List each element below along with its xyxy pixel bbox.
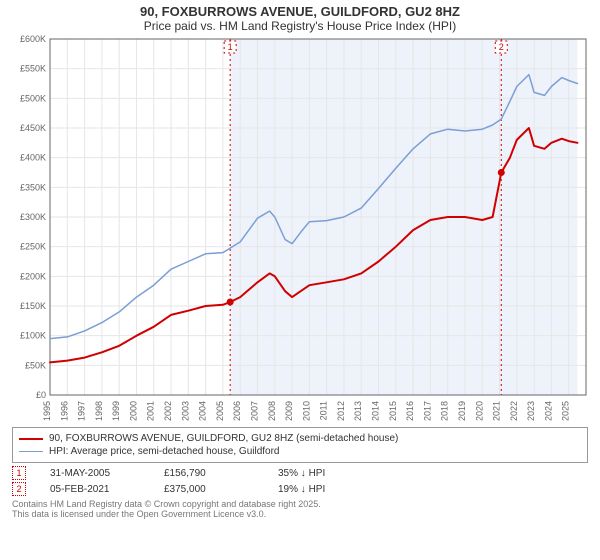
svg-text:2000: 2000 bbox=[128, 401, 138, 421]
svg-text:£550K: £550K bbox=[20, 64, 46, 74]
svg-text:£250K: £250K bbox=[20, 242, 46, 252]
marker-table: 1 31-MAY-2005 £156,790 35% ↓ HPI 2 05-FE… bbox=[12, 465, 588, 497]
svg-text:1997: 1997 bbox=[77, 401, 87, 421]
svg-text:1996: 1996 bbox=[59, 401, 69, 421]
chart-titles: 90, FOXBURROWS AVENUE, GUILDFORD, GU2 8H… bbox=[6, 4, 594, 33]
svg-text:2007: 2007 bbox=[249, 401, 259, 421]
svg-text:2012: 2012 bbox=[336, 401, 346, 421]
svg-text:2006: 2006 bbox=[232, 401, 242, 421]
svg-text:2022: 2022 bbox=[509, 401, 519, 421]
legend-label: HPI: Average price, semi-detached house,… bbox=[49, 446, 280, 457]
price-vs-hpi-chart: £0 £50K £100K £150K £200K £250K £300K £350K £400… bbox=[6, 33, 594, 423]
svg-text:£0: £0 bbox=[36, 390, 46, 400]
svg-text:£350K: £350K bbox=[20, 182, 46, 192]
legend-item: HPI: Average price, semi-detached house,… bbox=[19, 445, 581, 458]
svg-text:2017: 2017 bbox=[422, 401, 432, 421]
svg-text:2025: 2025 bbox=[561, 401, 571, 421]
svg-text:2016: 2016 bbox=[405, 401, 415, 421]
svg-text:1998: 1998 bbox=[94, 401, 104, 421]
marker-index-icon: 1 bbox=[12, 466, 26, 480]
svg-text:2014: 2014 bbox=[371, 401, 381, 421]
svg-text:1999: 1999 bbox=[111, 401, 121, 421]
svg-text:2013: 2013 bbox=[353, 401, 363, 421]
chart-title-line1: 90, FOXBURROWS AVENUE, GUILDFORD, GU2 8H… bbox=[6, 4, 594, 19]
svg-text:2018: 2018 bbox=[440, 401, 450, 421]
marker-price: £156,790 bbox=[164, 468, 254, 479]
copyright-line: Contains HM Land Registry data © Crown c… bbox=[12, 499, 588, 509]
copyright: Contains HM Land Registry data © Crown c… bbox=[12, 499, 588, 519]
svg-text:2008: 2008 bbox=[267, 401, 277, 421]
svg-text:2004: 2004 bbox=[198, 401, 208, 421]
marker-delta: 19% ↓ HPI bbox=[278, 484, 358, 495]
svg-text:2: 2 bbox=[499, 42, 504, 52]
marker-row: 1 31-MAY-2005 £156,790 35% ↓ HPI bbox=[12, 465, 588, 481]
svg-text:£450K: £450K bbox=[20, 123, 46, 133]
svg-text:£500K: £500K bbox=[20, 93, 46, 103]
svg-text:£50K: £50K bbox=[25, 360, 46, 370]
copyright-line: This data is licensed under the Open Gov… bbox=[12, 509, 588, 519]
marker-date: 05-FEB-2021 bbox=[50, 484, 140, 495]
svg-text:£300K: £300K bbox=[20, 212, 46, 222]
marker-price: £375,000 bbox=[164, 484, 254, 495]
svg-text:2020: 2020 bbox=[474, 401, 484, 421]
svg-text:2011: 2011 bbox=[319, 401, 329, 420]
marker-date: 31-MAY-2005 bbox=[50, 468, 140, 479]
svg-text:2021: 2021 bbox=[492, 401, 502, 421]
svg-text:2024: 2024 bbox=[543, 401, 553, 421]
legend-label: 90, FOXBURROWS AVENUE, GUILDFORD, GU2 8H… bbox=[49, 433, 398, 444]
svg-text:£150K: £150K bbox=[20, 301, 46, 311]
svg-text:2002: 2002 bbox=[163, 401, 173, 421]
svg-text:2015: 2015 bbox=[388, 401, 398, 421]
chart-title-line2: Price paid vs. HM Land Registry's House … bbox=[6, 19, 594, 33]
svg-text:1: 1 bbox=[228, 42, 233, 52]
svg-text:£100K: £100K bbox=[20, 331, 46, 341]
legend-swatch bbox=[19, 438, 43, 440]
marker-index-icon: 2 bbox=[12, 482, 26, 496]
legend-swatch bbox=[19, 451, 43, 452]
svg-text:2023: 2023 bbox=[526, 401, 536, 421]
svg-text:2010: 2010 bbox=[301, 401, 311, 421]
legend: 90, FOXBURROWS AVENUE, GUILDFORD, GU2 8H… bbox=[12, 427, 588, 463]
marker-row: 2 05-FEB-2021 £375,000 19% ↓ HPI bbox=[12, 481, 588, 497]
svg-text:2001: 2001 bbox=[146, 401, 156, 421]
svg-text:£600K: £600K bbox=[20, 34, 46, 44]
chart-container: 90, FOXBURROWS AVENUE, GUILDFORD, GU2 8H… bbox=[0, 0, 600, 560]
svg-text:2005: 2005 bbox=[215, 401, 225, 421]
legend-item: 90, FOXBURROWS AVENUE, GUILDFORD, GU2 8H… bbox=[19, 432, 581, 445]
marker-delta: 35% ↓ HPI bbox=[278, 468, 358, 479]
svg-text:£200K: £200K bbox=[20, 271, 46, 281]
svg-text:2003: 2003 bbox=[180, 401, 190, 421]
svg-text:2019: 2019 bbox=[457, 401, 467, 421]
svg-text:2009: 2009 bbox=[284, 401, 294, 421]
svg-text:1995: 1995 bbox=[42, 401, 52, 421]
svg-text:£400K: £400K bbox=[20, 153, 46, 163]
